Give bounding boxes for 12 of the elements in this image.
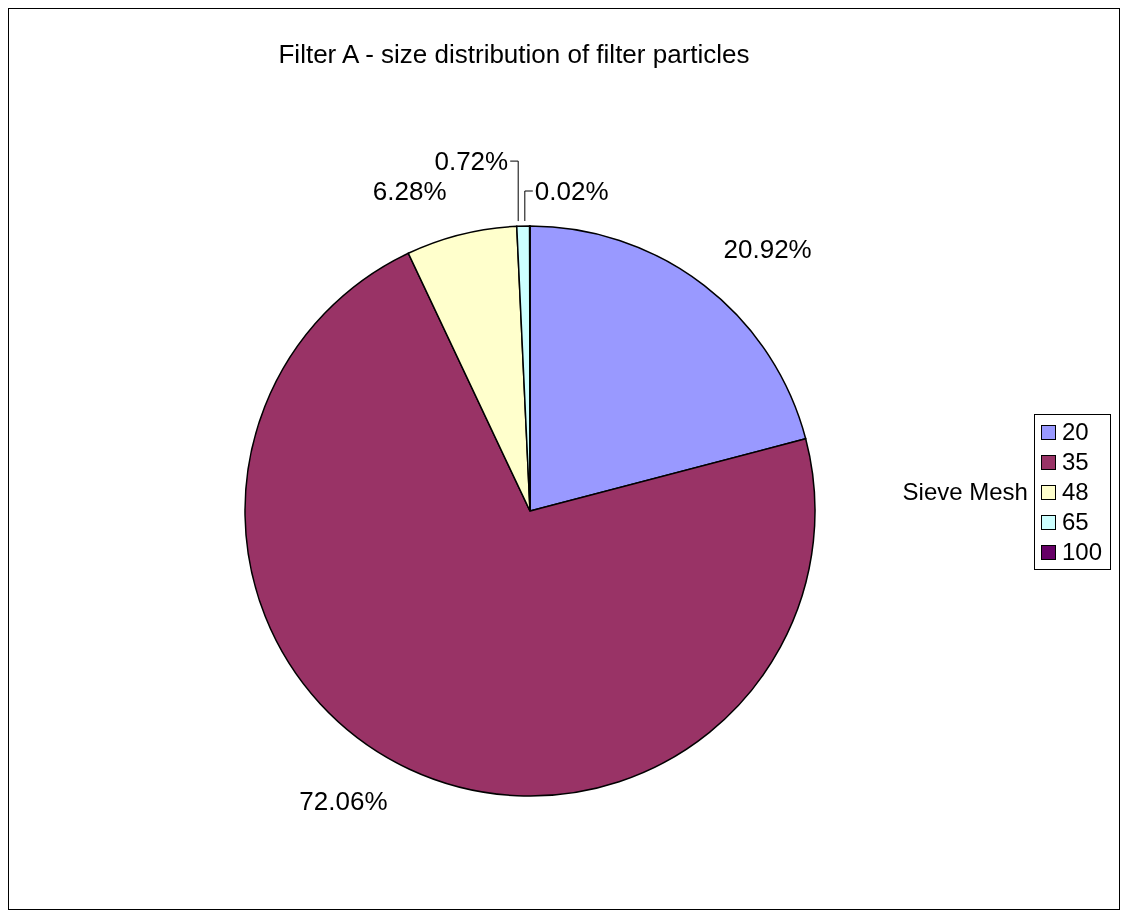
legend-label: 20 bbox=[1061, 417, 1089, 447]
legend-label: 65 bbox=[1061, 507, 1089, 537]
data-label: 20.92% bbox=[723, 233, 812, 264]
legend-label: 35 bbox=[1061, 447, 1089, 477]
legend-label: 48 bbox=[1061, 477, 1089, 507]
legend-title: Sieve Mesh bbox=[902, 478, 1028, 506]
data-label: 0.02% bbox=[534, 176, 609, 206]
data-label: 6.28% bbox=[372, 175, 447, 206]
chart-title: Filter A - size distribution of filter particles bbox=[277, 39, 751, 70]
legend-label: 100 bbox=[1061, 537, 1102, 567]
data-label: 0.72% bbox=[434, 146, 509, 177]
data-label: 72.06% bbox=[299, 785, 388, 816]
